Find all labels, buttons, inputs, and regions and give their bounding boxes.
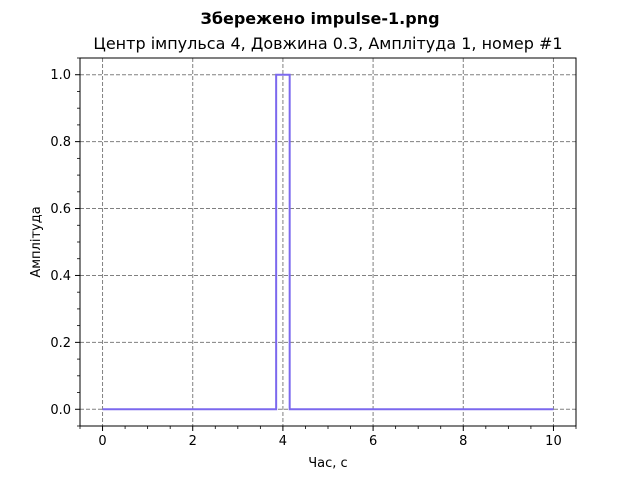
y-tick-label: 0.2 [50,336,71,351]
y-tick-label: 0.6 [50,202,71,217]
impulse-series-line [102,73,554,411]
plot-area: 0 2 4 6 8 10 0.0 0.2 0.4 0.6 0.8 1.0 [50,57,577,449]
x-axis: 0 2 4 6 8 10 [79,426,577,449]
y-tick-label: 1.0 [50,68,71,83]
y-axis-label: Амплітуда [29,206,44,277]
x-tick-label: 0 [98,434,106,449]
x-tick-label: 10 [545,434,562,449]
plot-background [80,58,576,426]
chart-title: Центр імпульса 4, Довжина 0.3, Амплітуда… [93,34,562,53]
y-axis: 0.0 0.2 0.4 0.6 0.8 1.0 [50,57,80,427]
x-axis-label: Час, с [308,456,347,471]
y-tick-label: 0.8 [50,135,71,150]
x-tick-label: 2 [189,434,197,449]
y-tick-label: 0.4 [50,269,71,284]
series-layer [102,73,554,411]
x-tick-label: 8 [459,434,467,449]
y-tick-label: 0.0 [50,403,71,418]
figure-suptitle: Збережено impulse-1.png [200,9,439,28]
x-tick-label: 4 [279,434,287,449]
x-tick-label: 6 [369,434,377,449]
